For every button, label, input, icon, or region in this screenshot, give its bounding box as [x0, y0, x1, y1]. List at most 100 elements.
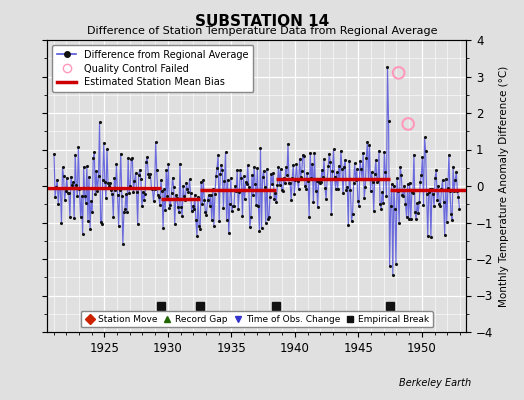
Point [406, 179, 414, 186]
Point [208, 217, 216, 224]
Point [329, 146, 337, 152]
Text: Difference of Station Temperature Data from Regional Average: Difference of Station Temperature Data f… [87, 26, 437, 36]
Point [101, 179, 109, 186]
Point [178, 212, 187, 219]
Point [455, 206, 464, 212]
Point [232, 188, 241, 195]
Point [324, 163, 332, 169]
Point [57, 220, 66, 226]
Point [383, 64, 391, 70]
Point [284, 140, 292, 147]
Point [359, 150, 367, 156]
Point [281, 180, 289, 186]
Point [154, 192, 162, 198]
Point [266, 194, 274, 200]
Point [368, 179, 377, 185]
Point [156, 202, 164, 208]
Point [160, 186, 168, 192]
Point [150, 186, 159, 192]
Point [326, 159, 334, 166]
Point [196, 226, 204, 232]
Point [141, 191, 149, 197]
Point [275, 182, 283, 188]
Point [158, 188, 166, 194]
Point [362, 155, 370, 161]
Point [118, 241, 127, 248]
Point [221, 149, 230, 156]
Point [68, 182, 76, 188]
Point [205, 203, 214, 209]
Point [373, 178, 381, 185]
Point [276, 166, 285, 172]
Point [235, 189, 244, 196]
Point [378, 189, 386, 195]
Point [388, 181, 396, 188]
Point [341, 157, 350, 163]
Point [292, 161, 301, 168]
Point [376, 200, 384, 207]
Point [89, 155, 97, 162]
Point [171, 192, 180, 198]
Point [228, 208, 236, 214]
Point [334, 186, 342, 192]
Point [386, 263, 394, 270]
Point [302, 186, 310, 192]
Point [417, 172, 425, 178]
Point [254, 203, 263, 209]
Point [435, 200, 443, 207]
Point [246, 224, 254, 230]
Point [250, 164, 258, 170]
Point [102, 195, 110, 202]
Point [90, 149, 99, 156]
Point [108, 191, 116, 197]
Point [252, 202, 260, 208]
Point [352, 177, 360, 184]
Point [358, 176, 366, 182]
Point [347, 218, 356, 224]
Point [283, 172, 291, 178]
Point [355, 202, 363, 209]
Point [273, 182, 281, 188]
Point [337, 148, 345, 154]
Point [203, 197, 212, 203]
Point [144, 171, 152, 178]
Point [151, 139, 160, 146]
Point [430, 203, 438, 209]
Point [139, 188, 147, 195]
Point [117, 192, 126, 199]
Point [137, 176, 145, 183]
Point [233, 167, 242, 174]
Point [168, 174, 177, 181]
Point [164, 161, 172, 168]
Point [422, 191, 431, 198]
Point [187, 190, 195, 196]
Point [382, 193, 390, 199]
Point [274, 164, 282, 170]
Point [377, 206, 385, 212]
Point [433, 197, 441, 203]
Point [149, 198, 158, 204]
Point [88, 209, 96, 215]
Point [389, 272, 397, 279]
Point [405, 216, 413, 222]
Point [425, 186, 434, 192]
Point [220, 178, 228, 184]
Point [312, 178, 321, 184]
Point [218, 167, 226, 173]
Point [424, 189, 433, 195]
Point [264, 215, 272, 222]
Point [453, 188, 462, 194]
Point [223, 177, 232, 183]
Point [195, 222, 203, 229]
Point [360, 194, 368, 201]
Point [411, 208, 419, 215]
Point [169, 184, 178, 191]
Point [52, 184, 60, 190]
Point [95, 119, 104, 125]
Point [183, 186, 192, 192]
Point [74, 144, 83, 150]
Point [325, 150, 333, 157]
Point [202, 212, 211, 218]
Point [365, 142, 374, 148]
Point [229, 203, 237, 209]
